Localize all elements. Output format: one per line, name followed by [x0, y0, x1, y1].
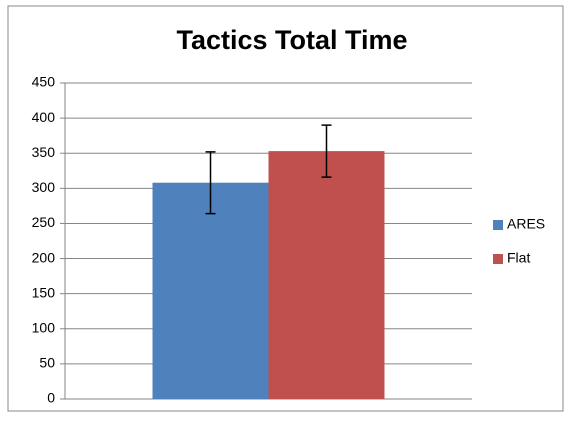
chart-title: Tactics Total Time [176, 25, 407, 55]
y-tick-label: 200 [32, 249, 56, 265]
legend-label: Flat [507, 250, 530, 266]
bar [152, 182, 269, 399]
bar [268, 151, 385, 399]
y-tick-label: 250 [32, 214, 56, 230]
y-tick-label: 0 [47, 390, 55, 406]
y-tick-label: 100 [32, 319, 56, 335]
y-tick-label: 400 [32, 109, 56, 125]
y-tick-label: 50 [39, 355, 55, 371]
legend-swatch [493, 220, 503, 230]
y-tick-label: 350 [32, 144, 56, 160]
y-tick-label: 150 [32, 284, 56, 300]
error-bar [205, 151, 216, 215]
y-tick-label: 300 [32, 179, 56, 195]
legend-label: ARES [507, 216, 545, 232]
error-bar [321, 124, 332, 178]
legend-swatch [493, 254, 503, 264]
y-tick-label: 450 [32, 74, 56, 90]
